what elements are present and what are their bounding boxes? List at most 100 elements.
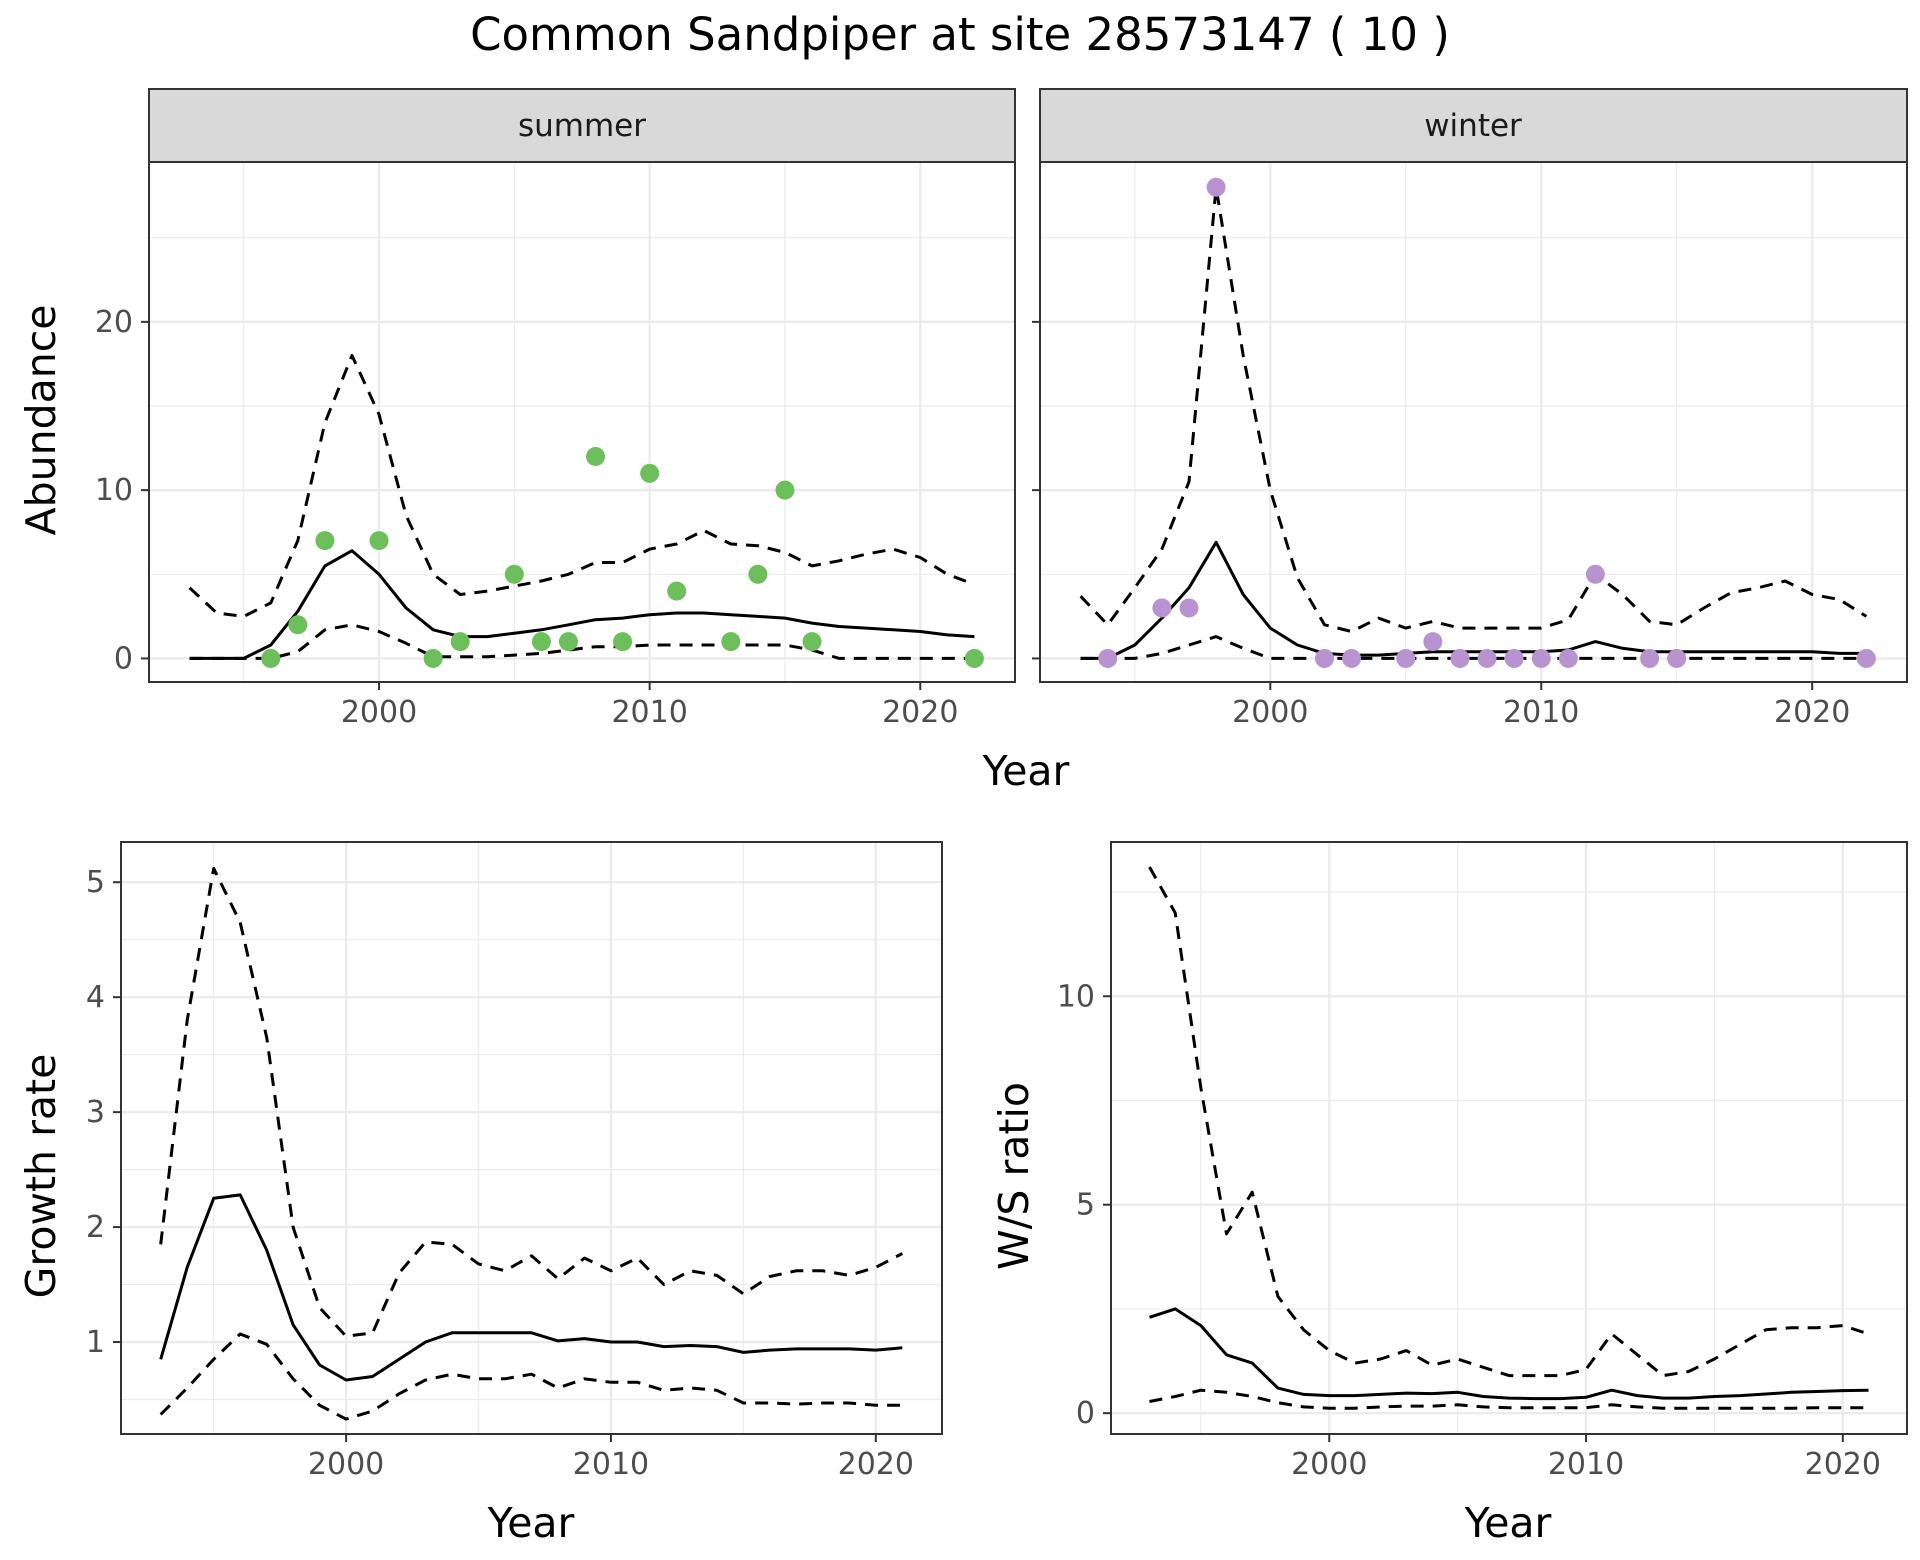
- summer-data-point: [558, 632, 578, 652]
- y-tick-label: 2: [86, 1210, 105, 1245]
- winter-panel-border: [1039, 161, 1908, 683]
- x-tick-label: 2000: [341, 695, 417, 730]
- x-tick-label: 2010: [611, 695, 687, 730]
- growth-mean-line: [159, 1193, 903, 1382]
- y-tick-label: 10: [95, 473, 133, 508]
- winter-panel: winter 2000 2010 2020: [1032, 88, 1908, 730]
- ratio-y-axis-title: W/S ratio: [990, 1082, 1038, 1270]
- ratio-plot-area: 2000 2010 2020 0 5 10: [1057, 841, 1908, 1482]
- x-tick-label: 2020: [838, 1447, 914, 1482]
- summer-upper-line: [188, 354, 975, 618]
- growth-y-axis-title: Growth rate: [17, 1054, 65, 1299]
- summer-data-point: [369, 531, 389, 551]
- winter-data-point: [1450, 648, 1470, 668]
- winter-plot-area: 2000 2010 2020: [1032, 161, 1908, 730]
- x-tick-label: 2000: [308, 1447, 384, 1482]
- y-tick-label: 10: [1057, 979, 1095, 1014]
- summer-points: [261, 446, 984, 668]
- winter-plot-background: [1040, 162, 1907, 682]
- abundance-y-axis-title: Abundance: [17, 305, 65, 536]
- summer-data-point: [450, 632, 470, 652]
- winter-data-point: [1531, 648, 1551, 668]
- winter-data-point: [1856, 648, 1876, 668]
- ratio-panel: 2000 2010 2020 0 5 10 W/S ratio Year: [990, 841, 1908, 1547]
- y-tick-label: 3: [86, 1095, 105, 1130]
- summer-data-point: [721, 632, 741, 652]
- y-tick-label: 4: [86, 980, 105, 1015]
- summer-data-point: [261, 648, 281, 668]
- growth-plot-area: 2000 2010 2020 1 2 3 4 5: [86, 841, 943, 1482]
- x-tick-label: 2020: [1805, 1447, 1881, 1482]
- winter-upper-line: [1079, 185, 1868, 633]
- x-tick-label: 2000: [1291, 1447, 1367, 1482]
- x-tick-label: 2010: [573, 1447, 649, 1482]
- summer-data-point: [586, 446, 606, 466]
- winter-data-point: [1558, 648, 1578, 668]
- x-tick-label: 2020: [882, 695, 958, 730]
- y-tick-label: 20: [95, 305, 133, 340]
- summer-series: [188, 354, 975, 660]
- winter-lower-line: [1080, 635, 1867, 660]
- growth-gridlines: [121, 842, 942, 1434]
- ratio-gridlines: [1111, 842, 1907, 1434]
- growth-x-axis-title: Year: [487, 1499, 575, 1547]
- ratio-series: [1148, 866, 1869, 1410]
- x-tick-label: 2010: [1503, 695, 1579, 730]
- winter-data-point: [1667, 648, 1687, 668]
- winter-data-point: [1396, 648, 1416, 668]
- summer-strip: [148, 88, 1016, 163]
- winter-data-point: [1152, 598, 1172, 618]
- summer-data-point: [667, 581, 687, 601]
- growth-series: [159, 866, 903, 1421]
- summer-plot-area: 2000 2010 2020 0 10 20: [95, 161, 1016, 730]
- ratio-plot-background: [1111, 842, 1907, 1434]
- y-tick-label: 0: [114, 641, 133, 676]
- growth-plot-background: [121, 842, 942, 1434]
- y-tick-label: 0: [1076, 1396, 1095, 1431]
- y-tick-label: 5: [1076, 1188, 1095, 1223]
- winter-strip-label: winter: [1424, 108, 1522, 144]
- summer-data-point: [748, 564, 768, 584]
- winter-data-point: [1342, 648, 1362, 668]
- summer-data-point: [288, 615, 308, 635]
- winter-data-point: [1423, 632, 1443, 652]
- x-tick-label: 2020: [1774, 695, 1850, 730]
- x-tick-label: 2010: [1548, 1447, 1624, 1482]
- winter-data-point: [1585, 564, 1605, 584]
- summer-data-point: [640, 463, 660, 483]
- summer-data-point: [423, 648, 443, 668]
- summer-data-point: [802, 632, 822, 652]
- summer-data-point: [964, 648, 984, 668]
- summer-panel-border: [148, 161, 1016, 683]
- summer-data-point: [504, 564, 524, 584]
- ratio-x-axis-title: Year: [1464, 1499, 1552, 1547]
- winter-data-point: [1314, 648, 1334, 668]
- ratio-upper-line: [1148, 866, 1869, 1378]
- summer-data-point: [531, 632, 551, 652]
- winter-series: [1079, 185, 1868, 660]
- ratio-panel-border: [1110, 841, 1908, 1435]
- main-title: Common Sandpiper at site 28573147 ( 10 ): [470, 8, 1450, 61]
- y-tick-label: 5: [86, 865, 105, 900]
- top-x-axis-title: Year: [982, 747, 1070, 795]
- growth-lower-line: [159, 1332, 903, 1421]
- growth-panel: 2000 2010 2020 1 2 3 4 5 Growth rate Year: [17, 841, 943, 1547]
- summer-data-point: [315, 531, 335, 551]
- summer-strip-label: summer: [518, 108, 646, 144]
- winter-mean-line: [1080, 540, 1867, 660]
- winter-data-point: [1179, 598, 1199, 618]
- summer-data-point: [613, 632, 633, 652]
- winter-data-point: [1504, 648, 1524, 668]
- winter-data-point: [1206, 177, 1226, 197]
- x-tick-label: 2000: [1232, 695, 1308, 730]
- winter-data-point: [1477, 648, 1497, 668]
- ratio-mean-line: [1149, 1307, 1869, 1401]
- winter-points: [1098, 177, 1876, 668]
- summer-data-point: [775, 480, 795, 500]
- growth-upper-line: [159, 866, 903, 1338]
- growth-panel-border: [120, 841, 943, 1435]
- summer-gridlines: [149, 162, 1015, 682]
- summer-panel: summer 2000 2010 2020 0 10 20: [95, 88, 1016, 730]
